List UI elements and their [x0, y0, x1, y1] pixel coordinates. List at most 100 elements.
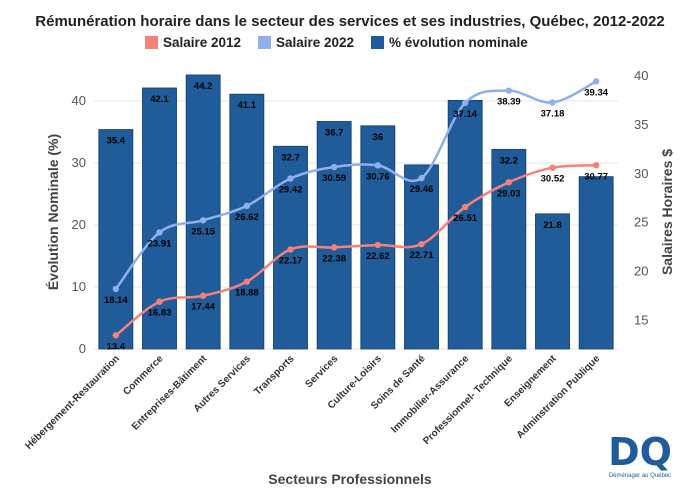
bars — [98, 74, 614, 350]
bar — [491, 148, 527, 350]
point-label-salaire-2012: 30.52 — [541, 174, 565, 185]
y2-tick-label: 40 — [634, 68, 648, 83]
y2-axis-title: Salaires Horaires $ — [659, 149, 675, 275]
point-salaire-2022 — [287, 175, 294, 182]
point-label-salaire-2012: 22.62 — [366, 251, 390, 262]
legend-label-salaire-2012: Salaire 2012 — [163, 35, 241, 50]
y2-tick-label: 25 — [634, 215, 648, 230]
x-tick-label: Transports — [252, 353, 297, 398]
y2-tick-label: 35 — [634, 117, 648, 132]
bar — [360, 125, 396, 350]
point-salaire-2012 — [461, 203, 469, 211]
bar-value-label: 35.4 — [107, 136, 126, 147]
point-label-salaire-2022: 30.76 — [366, 171, 390, 182]
point-label-salaire-2012: 22.71 — [410, 250, 434, 261]
point-salaire-2022 — [461, 99, 469, 107]
point-label-salaire-2022: 39.34 — [584, 87, 608, 98]
y-tick-label: 20 — [72, 217, 86, 232]
bar-value-label: 32.2 — [500, 155, 519, 166]
bar — [98, 129, 134, 350]
point-salaire-2012 — [199, 292, 207, 299]
bar — [578, 176, 614, 350]
point-salaire-2012 — [549, 164, 556, 171]
point-salaire-2012 — [243, 278, 251, 285]
bar — [404, 164, 439, 350]
point-salaire-2022 — [549, 99, 556, 106]
point-label-salaire-2022: 30.59 — [322, 173, 346, 184]
y-axis-title: Évolution Nominale (%) — [45, 134, 61, 290]
point-label-salaire-2012: 22.17 — [279, 255, 303, 266]
bar-value-label: 41.1 — [238, 100, 257, 111]
point-salaire-2012 — [287, 246, 294, 253]
point-salaire-2022 — [243, 202, 251, 210]
bar — [229, 93, 265, 350]
point-label-salaire-2022: 37.18 — [541, 109, 565, 120]
point-label-salaire-2022: 23.91 — [148, 238, 172, 249]
point-salaire-2012 — [374, 241, 382, 249]
point-label-salaire-2012: 13.4 — [107, 341, 126, 352]
y-tick-label: 0 — [79, 341, 86, 356]
bar — [447, 99, 483, 350]
point-label-salaire-2012: 29.03 — [497, 188, 521, 199]
point-salaire-2012 — [505, 179, 513, 186]
y2-tick-label: 30 — [634, 166, 648, 181]
point-salaire-2022 — [374, 162, 382, 169]
point-salaire-2012 — [156, 298, 163, 305]
x-tick-label: Commerce — [121, 353, 166, 398]
bar-value-label: 42.1 — [150, 94, 169, 105]
y-tick-label: 30 — [72, 155, 86, 170]
bar — [185, 74, 221, 350]
point-salaire-2022 — [156, 229, 163, 236]
bar-value-label: 36 — [373, 132, 384, 143]
point-salaire-2012 — [592, 162, 600, 169]
point-label-salaire-2022: 29.42 — [279, 184, 303, 195]
logo-caption: Déménager au Québec — [609, 473, 671, 479]
point-label-salaire-2012: 17.44 — [191, 302, 215, 313]
x-tick-label: Adminstration Publique — [515, 353, 603, 441]
data-labels: 35.4 42.1 44.2 41.1 32.7 36.7 36 32.2 21.8 13.4 16… — [104, 81, 609, 352]
bar-value-label: 36.7 — [325, 127, 344, 138]
point-label-salaire-2012: 30.77 — [584, 171, 608, 182]
y-tick-label: 40 — [72, 93, 86, 108]
bar-value-label: 21.8 — [543, 220, 562, 231]
bar — [316, 121, 352, 350]
line-salaire-2012 — [115, 164, 597, 337]
x-tick-label: Hébergement-Restauration — [23, 353, 122, 452]
legend-label-salaire-2022: Salaire 2022 — [276, 35, 354, 50]
bar-value-label: 44.2 — [194, 81, 213, 92]
chart-title: Rémunération horaire dans le secteur des… — [35, 13, 664, 30]
y2-tick-label: 20 — [634, 264, 648, 279]
logo-letters: DQ — [608, 430, 672, 474]
legend-swatch-evolution — [371, 36, 384, 49]
legend-swatch-salaire-2012 — [145, 36, 158, 49]
lines — [112, 78, 600, 339]
point-label-salaire-2012: 22.38 — [322, 253, 346, 264]
point-salaire-2022 — [418, 174, 425, 182]
point-label-salaire-2022: 29.46 — [410, 184, 434, 195]
point-salaire-2012 — [418, 240, 425, 248]
point-label-salaire-2022: 37.14 — [453, 109, 477, 120]
point-label-salaire-2012: 18.88 — [235, 288, 259, 299]
bar-value-label: 32.7 — [281, 152, 300, 163]
point-salaire-2012 — [112, 332, 120, 339]
y-tick-label: 10 — [72, 279, 86, 294]
point-salaire-2022 — [505, 87, 513, 94]
y2-tick-label: 15 — [634, 313, 648, 328]
point-label-salaire-2022: 18.14 — [104, 295, 128, 306]
x-tick-label: Professionnel- Technique — [421, 353, 515, 447]
x-tick-label: Services — [303, 353, 340, 390]
point-salaire-2012 — [330, 244, 338, 251]
point-salaire-2022 — [330, 163, 338, 171]
bar — [535, 213, 570, 350]
point-salaire-2022 — [112, 285, 120, 293]
point-label-salaire-2012: 16.83 — [148, 308, 172, 319]
point-label-salaire-2012: 26.51 — [453, 213, 477, 224]
point-salaire-2022 — [592, 78, 600, 85]
legend: Salaire 2012 Salaire 2022 % évolution no… — [145, 35, 528, 50]
x-tick-label: Immobilier-Assurance — [389, 353, 471, 435]
point-salaire-2022 — [199, 217, 207, 224]
point-label-salaire-2022: 26.62 — [235, 212, 259, 223]
x-axis-title: Secteurs Professionnels — [268, 471, 432, 487]
x-tick-label: Entreprises-Bâtiment — [130, 353, 210, 433]
